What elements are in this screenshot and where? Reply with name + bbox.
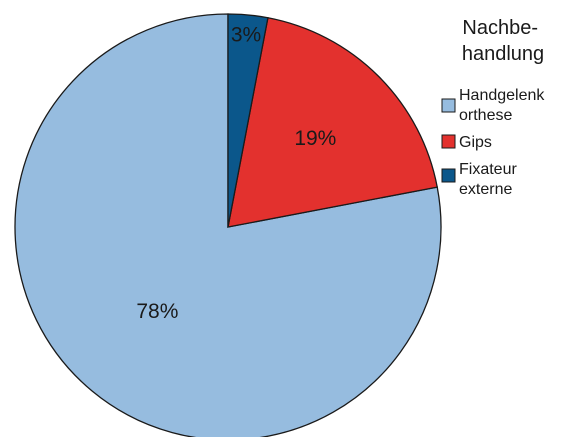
legend-entry-handgelenk-orthese-line-1: Handgelenk: [459, 87, 545, 104]
pie-slice-handgelenk-orthese: [14, 13, 442, 437]
legend-title-line-2: handlung: [462, 43, 544, 65]
legend-entry-gips-line-1: Gips: [459, 134, 492, 151]
legend-entry-fixateur-externe-line-1: Fixateur: [459, 161, 517, 178]
legend-swatch-fixateur-externe: [441, 168, 456, 183]
pie-slice-label-handgelenk-orthese: 78%: [136, 300, 178, 323]
pie-slices: [14, 13, 442, 437]
legend: Nachbe- handlung Handgelenk orthese Gips…: [441, 17, 549, 198]
legend-swatch-gips: [441, 134, 456, 149]
legend-title: Nachbe- handlung: [462, 17, 544, 65]
legend-title-line-1: Nachbe-: [462, 17, 538, 39]
legend-entry-handgelenk-orthese-line-2: orthese: [459, 107, 512, 124]
pie-slice-label-fixateur-externe: 3%: [231, 24, 261, 47]
legend-entry-handgelenk-orthese: Handgelenk orthese: [459, 87, 549, 124]
legend-entry-fixateur-externe-line-2: externe: [459, 181, 512, 198]
pie-slice-labels: 78% 19% 3%: [136, 24, 336, 323]
legend-swatch-handgelenk-orthese: [441, 98, 456, 113]
pie-slice-fixateur-externe: [227, 13, 269, 228]
legend-entry-gips: Gips: [459, 134, 492, 151]
pie-slice-label-gips: 19%: [294, 127, 336, 150]
pie-slice-gips: [227, 17, 438, 228]
legend-entry-fixateur-externe: Fixateur externe: [459, 161, 521, 198]
